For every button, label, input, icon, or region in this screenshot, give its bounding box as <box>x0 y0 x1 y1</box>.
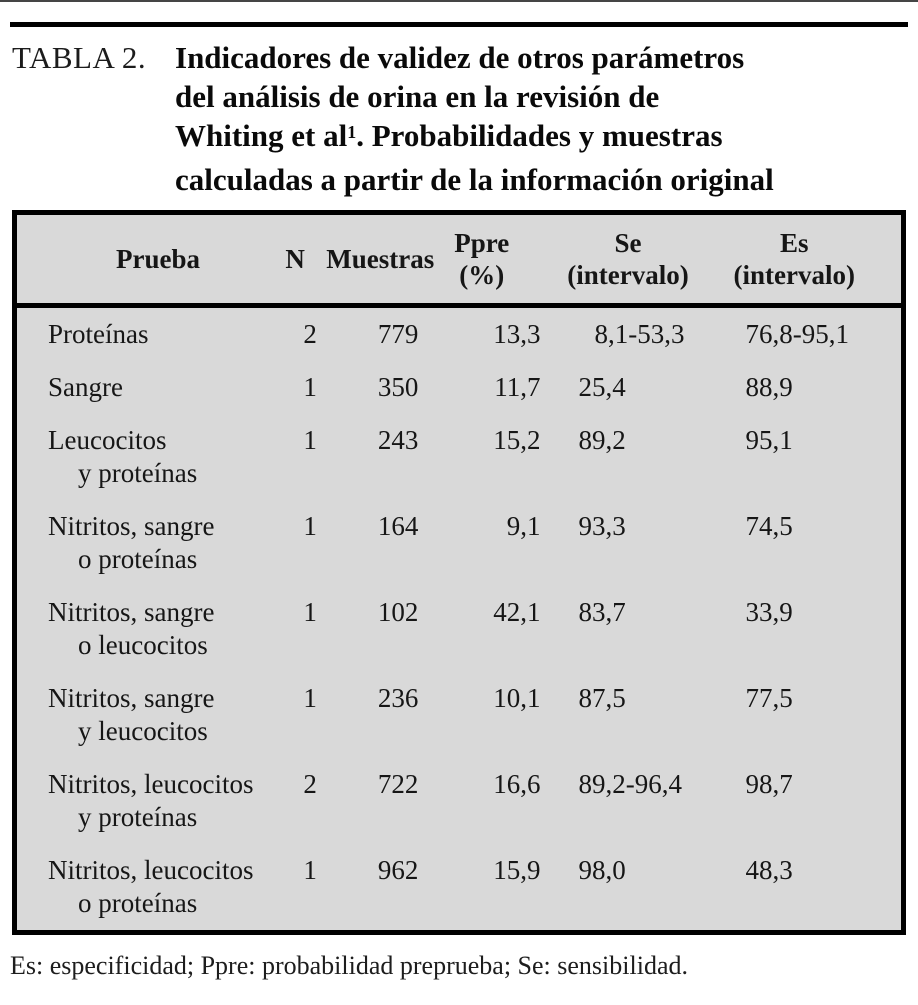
cell-n: 1 <box>303 372 317 402</box>
cell-ppre: 15,2 <box>493 425 541 455</box>
cell-n: 1 <box>303 855 317 885</box>
page-top-hairline <box>0 0 918 2</box>
cell-prueba: Nitritos, sangre o proteínas <box>48 511 215 574</box>
table-row: Nitritos, leucocitos o proteínas 1 962 15,9 9… <box>15 844 904 933</box>
cell-muestras: 350 <box>377 372 419 402</box>
title-line-4: calculadas a partir de la información or… <box>175 162 774 197</box>
cell-ppre: 11,7 <box>494 372 541 402</box>
cell-n: 2 <box>303 319 317 349</box>
cell-es: 33,9 <box>745 597 793 627</box>
cell-n: 2 <box>303 769 317 799</box>
cell-es: 76,8-95,1 <box>745 319 849 349</box>
table-body: Proteínas 2 779 13,3 8,1-53,3 76,8-95,1 Sangre… <box>15 306 904 933</box>
validity-indicators-table: Prueba N Muestras Ppre (%) Se (intervalo… <box>12 210 906 935</box>
cell-muestras: 779 <box>377 319 419 349</box>
reference-superscript: 1 <box>347 121 357 142</box>
table-row: Sangre 1 350 11,7 25,4 88,9 <box>15 361 904 414</box>
title-line-1: Indicadores de validez de otros parámetr… <box>175 40 745 75</box>
cell-muestras: 722 <box>377 769 419 799</box>
title-line-3: Whiting et al1. Probabilidades y muestra… <box>175 118 723 153</box>
cell-prueba: Nitritos, leucocitos y proteínas <box>48 769 254 832</box>
cell-es: 95,1 <box>745 425 793 455</box>
cell-prueba: Nitritos, sangre y leucocitos <box>48 683 215 746</box>
cell-muestras: 102 <box>377 597 419 627</box>
table-row: Proteínas 2 779 13,3 8,1-53,3 76,8-95,1 <box>15 306 904 362</box>
header-muestras: Muestras <box>326 212 445 308</box>
cell-muestras: 243 <box>377 425 419 455</box>
header-ppre: Ppre (%) <box>444 212 564 308</box>
cell-n: 1 <box>303 511 317 541</box>
cell-es: 98,7 <box>745 769 793 799</box>
table-row: Nitritos, sangre o proteínas 1 164 9,1 93,3 74… <box>15 500 904 586</box>
table-footnote: Es: especificidad; Ppre: probabilidad pr… <box>10 951 688 980</box>
cell-ppre: 15,9 <box>493 855 541 885</box>
cell-se: 8,1-53,3 <box>594 319 685 349</box>
table-title: Indicadores de validez de otros parámetr… <box>175 38 774 199</box>
cell-n: 1 <box>303 683 317 713</box>
title-rule <box>10 22 908 27</box>
title-line-2: del análisis de orina en la revisión de <box>175 79 660 114</box>
header-se: Se (intervalo) <box>563 212 733 308</box>
cell-ppre: 13,3 <box>493 319 541 349</box>
cell-ppre: 9,1 <box>506 511 541 541</box>
table-caption: TABLA 2. Indicadores de validez de otros… <box>12 38 908 199</box>
cell-ppre: 42,1 <box>493 597 541 627</box>
cell-es: 48,3 <box>745 855 793 885</box>
table-number-label: TABLA 2. <box>12 40 147 75</box>
table-row: Leucocitos y proteínas 1 243 15,2 89,2 95,1 <box>15 414 904 500</box>
header-es: Es (intervalo) <box>732 212 904 308</box>
table-header: Prueba N Muestras Ppre (%) Se (intervalo… <box>14 212 904 308</box>
cell-ppre: 16,6 <box>493 769 541 799</box>
cell-se: 87,5 <box>578 683 626 713</box>
cell-se: 93,3 <box>578 511 626 541</box>
cell-ppre: 10,1 <box>493 683 541 713</box>
cell-es: 88,9 <box>745 372 793 402</box>
table-row: Nitritos, leucocitos y proteínas 2 722 16,6 8… <box>15 758 904 844</box>
cell-n: 1 <box>303 597 317 627</box>
cell-n: 1 <box>303 425 317 455</box>
cell-se: 89,2-96,4 <box>578 769 683 799</box>
cell-se: 89,2 <box>578 425 626 455</box>
header-row: Prueba N Muestras Ppre (%) Se (intervalo… <box>14 212 904 308</box>
cell-prueba: Nitritos, leucocitos o proteínas <box>48 855 254 918</box>
table-row: Nitritos, sangre o leucocitos 1 102 42,1 83,7… <box>15 586 904 672</box>
cell-es: 77,5 <box>745 683 793 713</box>
cell-prueba: Leucocitos y proteínas <box>48 425 198 488</box>
cell-prueba: Proteínas <box>48 319 149 349</box>
cell-muestras: 962 <box>377 855 419 885</box>
cell-prueba: Sangre <box>48 372 123 402</box>
cell-muestras: 236 <box>377 683 419 713</box>
cell-se: 25,4 <box>578 372 626 402</box>
cell-es: 74,5 <box>745 511 793 541</box>
cell-muestras: 164 <box>377 511 419 541</box>
cell-prueba: Nitritos, sangre o leucocitos <box>48 597 215 660</box>
table-row: Nitritos, sangre y leucocitos 1 236 10,1 87,5… <box>15 672 904 758</box>
header-n: N <box>273 212 327 308</box>
cell-se: 98,0 <box>578 855 626 885</box>
cell-se: 83,7 <box>578 597 626 627</box>
header-prueba: Prueba <box>14 212 274 308</box>
